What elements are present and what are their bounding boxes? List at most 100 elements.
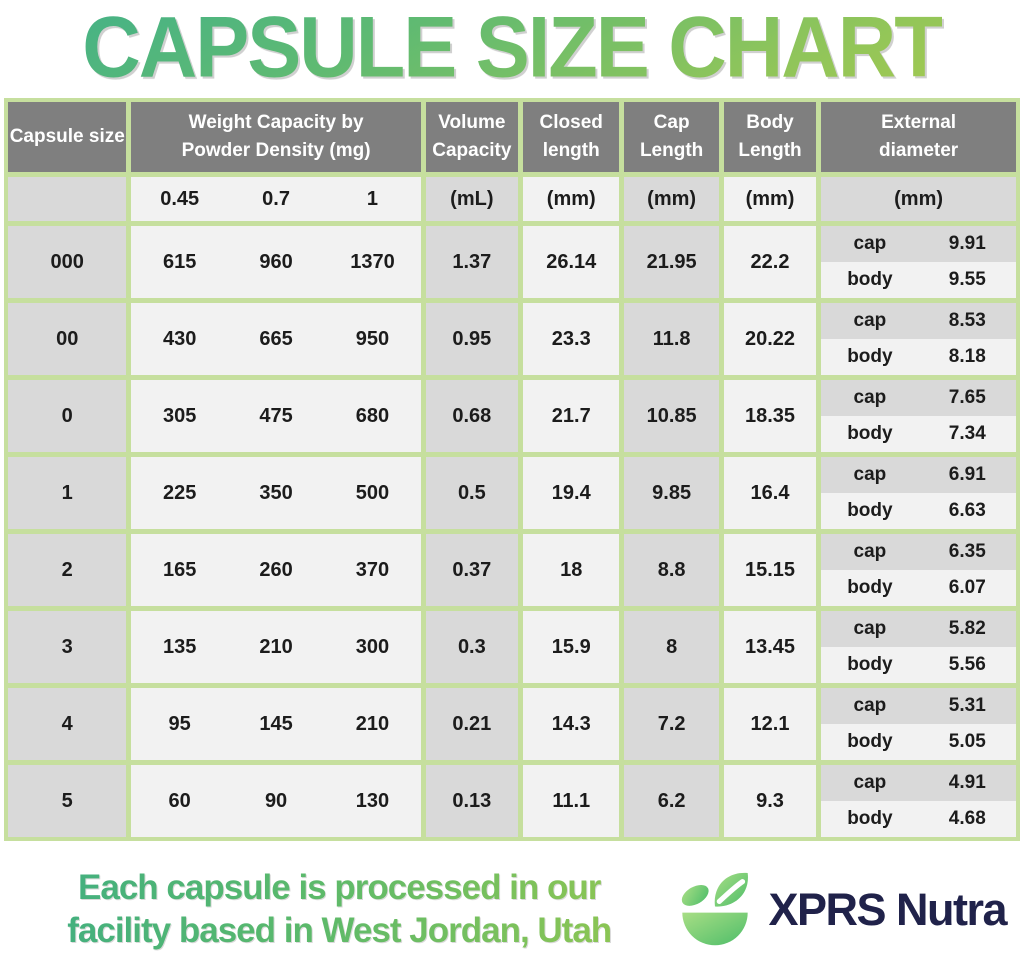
closed-length-cell: 11.1 xyxy=(523,765,620,837)
col-header-closed-length: Closed length xyxy=(523,102,620,172)
weight-value-045: 615 xyxy=(162,250,197,273)
capsule-size-cell: 1 xyxy=(8,457,127,529)
external-body-subrow: body 6.63 xyxy=(821,493,1016,529)
capsule-size-cell: 3 xyxy=(8,611,127,683)
weight-capacity-cell: 60 90 130 xyxy=(131,765,421,837)
weight-value-07: 210 xyxy=(259,635,293,658)
body-length-cell: 13.45 xyxy=(723,611,817,683)
closed-length-cell: 15.9 xyxy=(523,611,620,683)
external-body-subrow: body 9.55 xyxy=(821,262,1016,298)
external-diameter-cell: cap 6.91 body 6.63 xyxy=(821,457,1016,529)
weight-value-045: 95 xyxy=(168,712,191,735)
volume-capacity-cell: 0.21 xyxy=(425,688,519,760)
volume-capacity-cell: 0.68 xyxy=(425,380,519,452)
footer: Each capsule is processed in our facilit… xyxy=(0,867,1024,953)
mortar-bowl-shape xyxy=(682,912,749,946)
cap-length-cell: 10.85 xyxy=(624,380,719,452)
col-header-volume-capacity: Volume Capacity xyxy=(425,102,519,172)
capsule-size-cell: 0 xyxy=(8,380,127,452)
brand-logo: XPRS Nutra xyxy=(672,867,1007,953)
unit-cell-body: (mm) xyxy=(723,177,817,221)
title-area: CAPSULE SIZE CHART xyxy=(0,0,1024,97)
external-cap-value: 6.35 xyxy=(948,541,986,562)
external-body-subrow: body 8.18 xyxy=(821,339,1016,375)
external-diameter-cell: cap 6.35 body 6.07 xyxy=(821,534,1016,606)
weight-value-045: 165 xyxy=(162,558,197,581)
capsule-size-cell: 000 xyxy=(8,226,127,298)
volume-capacity-cell: 0.37 xyxy=(425,534,519,606)
weight-capacity-cell: 135 210 300 xyxy=(131,611,421,683)
body-length-cell: 20.22 xyxy=(723,303,817,375)
body-length-cell: 9.3 xyxy=(723,765,817,837)
external-cap-subrow: cap 6.91 xyxy=(821,457,1016,493)
weight-value-1: 680 xyxy=(355,404,390,427)
footer-note: Each capsule is processed in our facilit… xyxy=(18,867,660,952)
left-leaf-shape xyxy=(682,884,710,906)
external-body-value: 6.07 xyxy=(948,577,986,598)
weight-capacity-cell: 305 475 680 xyxy=(131,380,421,452)
external-cap-value: 7.65 xyxy=(948,387,986,408)
external-cap-subrow: cap 7.65 xyxy=(821,380,1016,416)
external-cap-value: 5.82 xyxy=(948,618,986,639)
volume-capacity-cell: 0.3 xyxy=(425,611,519,683)
external-body-value: 5.56 xyxy=(948,654,986,675)
cap-length-cell: 21.95 xyxy=(624,226,719,298)
external-body-value: 8.18 xyxy=(948,346,986,367)
capsule-size-cell: 00 xyxy=(8,303,127,375)
external-body-label: body xyxy=(847,423,893,444)
cap-length-cell: 7.2 xyxy=(624,688,719,760)
external-body-value: 7.34 xyxy=(948,423,986,444)
external-cap-label: cap xyxy=(853,233,887,254)
footer-note-line1: Each capsule is processed in our xyxy=(78,868,601,908)
external-body-subrow: body 5.05 xyxy=(821,724,1016,760)
weight-value-045: 225 xyxy=(162,481,197,504)
weight-value-07: 475 xyxy=(259,404,293,427)
volume-capacity-cell: 1.37 xyxy=(425,226,519,298)
external-body-value: 5.05 xyxy=(948,731,986,752)
closed-length-cell: 26.14 xyxy=(523,226,620,298)
weight-capacity-cell: 430 665 950 xyxy=(131,303,421,375)
density-value: 1 xyxy=(366,187,379,210)
weight-value-07: 90 xyxy=(264,789,288,812)
weight-value-1: 370 xyxy=(355,558,390,581)
external-cap-subrow: cap 4.91 xyxy=(821,765,1016,801)
external-cap-value: 6.91 xyxy=(948,464,986,485)
weight-capacity-cell: 615 960 1370 xyxy=(131,226,421,298)
weight-value-1: 130 xyxy=(355,789,390,812)
external-cap-value: 4.91 xyxy=(948,772,986,793)
external-body-value: 9.55 xyxy=(948,269,986,290)
weight-value-045: 135 xyxy=(162,635,197,658)
weight-value-1: 950 xyxy=(355,327,390,350)
external-cap-label: cap xyxy=(853,695,887,716)
volume-capacity-cell: 0.95 xyxy=(425,303,519,375)
unit-cell-closed: (mm) xyxy=(523,177,620,221)
external-body-label: body xyxy=(847,269,893,290)
col-header-body-length: Body Length xyxy=(723,102,817,172)
external-body-subrow: body 5.56 xyxy=(821,647,1016,683)
body-length-cell: 22.2 xyxy=(723,226,817,298)
external-cap-subrow: cap 5.31 xyxy=(821,688,1016,724)
weight-capacity-cell: 95 145 210 xyxy=(131,688,421,760)
col-header-capsule-size: Capsule size xyxy=(8,102,127,172)
col-header-weight-capacity: Weight Capacity by Powder Density (mg) xyxy=(131,102,421,172)
brand-name: XPRS Nutra xyxy=(768,884,1007,935)
weight-value-045: 305 xyxy=(162,404,197,427)
col-header-external-diameter: External diameter xyxy=(821,102,1016,172)
weight-value-1: 210 xyxy=(355,712,390,735)
col-header-cap-length: Cap Length xyxy=(624,102,719,172)
external-body-label: body xyxy=(847,654,893,675)
capsule-size-cell: 2 xyxy=(8,534,127,606)
unit-cell-external: (mm) xyxy=(821,177,1016,221)
external-body-label: body xyxy=(847,731,893,752)
weight-value-07: 665 xyxy=(259,327,293,350)
external-diameter-cell: cap 7.65 body 7.34 xyxy=(821,380,1016,452)
external-cap-label: cap xyxy=(853,772,887,793)
external-body-value: 4.68 xyxy=(948,808,986,829)
external-cap-value: 5.31 xyxy=(948,695,986,716)
external-diameter-cell: cap 4.91 body 4.68 xyxy=(821,765,1016,837)
unit-cell-densities: 0.45 0.7 1 xyxy=(131,177,421,221)
closed-length-cell: 19.4 xyxy=(523,457,620,529)
external-cap-subrow: cap 6.35 xyxy=(821,534,1016,570)
pestle-slit-shape xyxy=(717,879,746,904)
external-diameter-cell: cap 8.53 body 8.18 xyxy=(821,303,1016,375)
